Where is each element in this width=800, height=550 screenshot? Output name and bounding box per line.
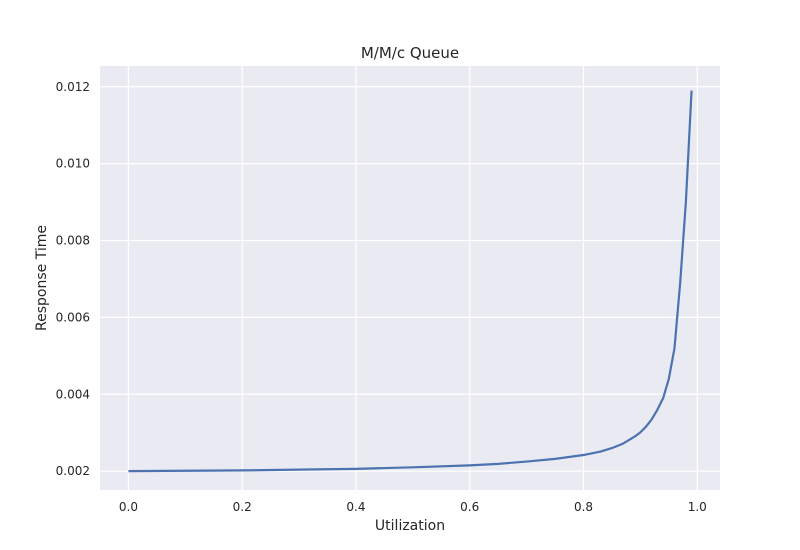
x-tick-label: 0.4 — [346, 500, 365, 514]
y-axis-label: Response Time — [34, 225, 50, 331]
y-tick-labels: 0.002 0.004 0.006 0.008 0.010 0.012 — [56, 80, 90, 478]
x-tick-label: 0.2 — [233, 500, 252, 514]
x-tick-label: 1.0 — [688, 500, 707, 514]
x-axis-label: Utilization — [375, 518, 445, 534]
y-tick-label: 0.008 — [56, 234, 90, 248]
y-tick-label: 0.002 — [56, 464, 90, 478]
y-tick-label: 0.006 — [56, 310, 90, 324]
x-tick-label: 0.6 — [460, 500, 479, 514]
chart-title: M/M/c Queue — [361, 44, 459, 62]
y-tick-label: 0.012 — [56, 80, 90, 94]
x-tick-label: 0.0 — [119, 500, 138, 514]
x-tick-label: 0.8 — [574, 500, 593, 514]
x-tick-labels: 0.0 0.2 0.4 0.6 0.8 1.0 — [119, 500, 707, 514]
plot-background — [100, 66, 720, 490]
y-tick-label: 0.004 — [56, 387, 90, 401]
y-tick-label: 0.010 — [56, 157, 90, 171]
series-layer — [128, 90, 693, 473]
series-line — [128, 90, 693, 473]
